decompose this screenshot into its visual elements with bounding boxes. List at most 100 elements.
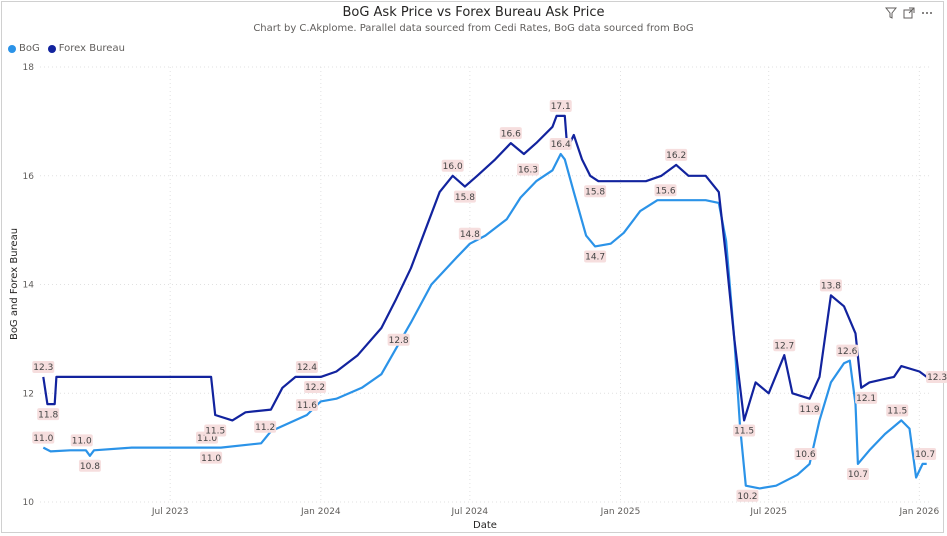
x-tick-label: Jul 2024 [451,507,489,517]
data-label-bg [914,447,937,460]
data-label-text: 15.6 [656,186,676,196]
data-label-text: 11.5 [205,427,225,437]
series-line-forex-bureau [42,114,928,422]
data-label-text: 16.0 [443,162,463,172]
y-axis: 10 12 14 16 18 [23,63,35,508]
data-label: 16.3 [516,163,539,176]
data-label: 10.8 [78,459,101,472]
data-label: 11.9 [798,402,821,415]
data-label: 16.2 [665,148,688,161]
y-tick-label: 10 [23,498,35,508]
data-label-text: 11.5 [734,427,754,437]
y-tick-label: 18 [23,63,35,73]
data-label-bg [855,391,878,404]
data-label-text: 10.8 [80,462,100,472]
data-label-bg [204,424,227,437]
y-tick-label: 16 [23,172,35,182]
data-label: 11.0 [32,431,55,444]
data-label-bg [295,399,318,411]
data-label-bg [798,402,821,415]
data-label: 10.6 [794,447,817,460]
data-label-bg [32,431,55,444]
data-label-text: 11.8 [38,410,58,420]
data-label-bg [736,489,759,502]
funnel-icon[interactable] [884,7,898,22]
data-label-text: 10.6 [796,450,816,460]
y-tick-label: 12 [23,389,34,399]
x-tick-label: Jan 2026 [899,507,940,517]
data-label-text: 10.7 [915,450,935,460]
data-label: 12.3 [32,360,55,373]
data-label: 12.8 [387,333,410,346]
data-label-text: 15.8 [455,193,475,203]
data-label-bg [200,451,223,464]
data-label-bg [453,190,476,203]
data-label-bg [846,467,869,480]
data-label: 16.0 [441,159,464,172]
data-label-bg [819,279,842,292]
data-label-text: 16.3 [518,166,538,176]
data-label-bg [926,370,947,383]
data-label: 16.4 [549,138,572,150]
x-tick-label: Jul 2023 [151,507,189,517]
data-label: 12.1 [855,391,878,404]
data-label-text: 10.2 [737,492,757,502]
data-label-bg [584,250,607,263]
y-tick-label: 14 [23,281,35,291]
data-label-bg [458,227,481,240]
data-label-bg [78,459,101,472]
data-label-bg [836,344,859,357]
data-label-bg [499,127,522,140]
data-label-text: 11.2 [255,423,275,433]
data-label-text: 12.3 [33,363,53,373]
more-options-icon[interactable] [921,7,933,22]
data-label: 11.5 [733,424,756,437]
data-labels: 12.311.811.0 11.010.811.011.011.5 11.211.6… [32,99,947,502]
x-tick-label: Jul 2025 [749,507,787,517]
data-label-bg [665,148,688,161]
data-label-bg [794,447,817,460]
data-label: 11.5 [204,424,227,437]
data-label: 12.7 [773,339,796,351]
data-label: 12.2 [304,380,327,393]
data-label-text: 14.7 [585,253,605,263]
data-label: 12.4 [295,360,318,373]
data-label-text: 11.0 [197,434,217,444]
x-axis: Jul 2023 Jan 2024 Jul 2024 Jan 2025 Jul 2025… [151,507,940,517]
data-label-bg [70,434,93,447]
data-label: 11.6 [295,399,318,411]
data-label-text: 12.8 [389,336,409,346]
data-label-bg [516,163,539,176]
data-label-text: 16.6 [501,129,521,139]
data-label: 11.2 [254,420,277,433]
data-label-text: 11.6 [297,401,317,411]
x-tick-label: Jan 2024 [300,507,341,517]
data-label-bg [441,159,464,172]
data-label-bg [549,99,572,112]
data-label: 15.8 [453,190,476,203]
chart-title: BoG Ask Price vs Forex Bureau Ask Price [342,5,605,20]
data-label-bg [584,185,607,198]
data-label-bg [654,184,677,197]
series-line-bog [42,152,927,490]
data-label: 10.7 [846,467,869,480]
legend-item-forex-bureau[interactable]: Forex Bureau [47,43,125,54]
data-label-text: 11.5 [887,407,907,417]
data-label-text: 12.1 [856,394,876,404]
data-label-bg [254,420,277,433]
data-label: 17.1 [549,99,572,112]
data-label-bg [886,404,909,417]
data-label: 12.3 [926,370,947,383]
data-label-text: 14.8 [460,230,480,240]
data-label-bg [304,380,327,393]
data-label-text: 16.4 [551,140,571,150]
data-label-bg [37,408,60,421]
data-label: 11.0 [70,434,93,447]
data-label-text: 12.7 [774,341,794,351]
legend-item-bog[interactable]: BoG [8,43,40,54]
focus-mode-icon[interactable] [903,7,915,22]
data-label-text: 15.8 [585,187,605,197]
data-label: 11.0 [200,451,223,464]
chart-legend: BoG Forex Bureau [8,43,129,54]
